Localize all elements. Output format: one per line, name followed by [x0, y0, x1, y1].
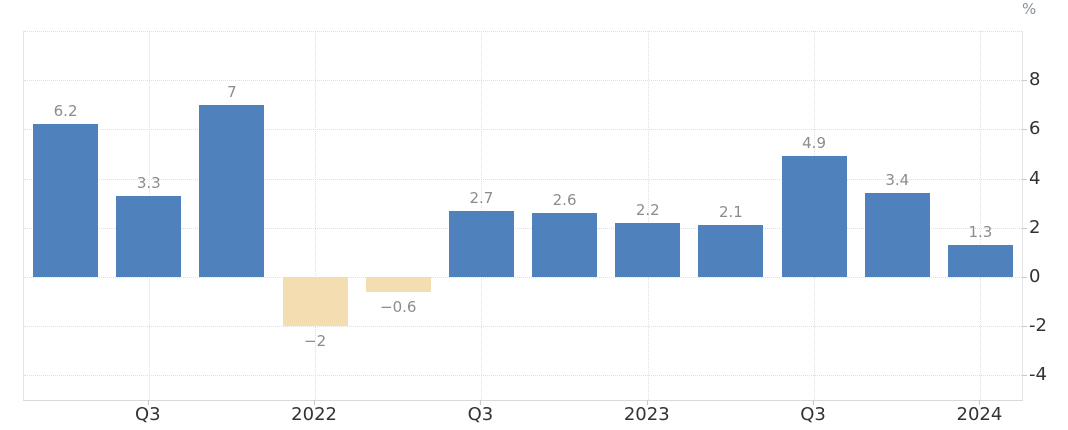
y-axis-label: 4 [1029, 167, 1041, 189]
x-axis-tick [979, 400, 981, 405]
bar[interactable] [864, 193, 930, 277]
y-axis-tick [1022, 178, 1027, 180]
horizontal-gridline [24, 80, 1022, 82]
bar[interactable] [116, 195, 182, 277]
bar[interactable] [33, 124, 99, 277]
x-axis-tick [480, 400, 482, 405]
y-axis-unit-label: % [1022, 0, 1037, 18]
x-axis-label: Q3 [800, 404, 826, 425]
horizontal-gridline [24, 375, 1022, 377]
horizontal-gridline [24, 31, 1022, 32]
bar-value-label: 7 [227, 82, 237, 101]
vertical-gridline [647, 31, 649, 400]
vertical-gridline [315, 31, 317, 400]
y-axis-tick [1022, 375, 1027, 377]
y-axis-label: 6 [1029, 118, 1041, 140]
y-axis-label: 2 [1029, 216, 1041, 238]
horizontal-gridline [24, 326, 1022, 328]
bar-value-label: 6.2 [53, 102, 78, 121]
bar[interactable] [365, 277, 431, 292]
horizontal-gridline [24, 178, 1022, 180]
bar-value-label: 3.4 [885, 171, 910, 190]
horizontal-gridline [24, 277, 1022, 278]
y-axis-tick [1022, 326, 1027, 328]
x-axis-tick [147, 400, 149, 405]
x-axis-label: Q3 [134, 404, 161, 425]
plot-area: 6.2 3.3 7 −2 −0.6 2.7 2.6 2.2 2.1 4.9 3.4 1.3 [23, 31, 1023, 401]
y-axis-label: -2 [1029, 315, 1047, 337]
y-axis-tick [1022, 277, 1027, 278]
x-axis-tick [314, 400, 316, 405]
horizontal-gridline [24, 227, 1022, 229]
y-axis-label: -4 [1029, 364, 1047, 386]
bar[interactable] [448, 210, 514, 277]
x-axis-label: Q3 [467, 404, 494, 425]
bar[interactable] [698, 225, 764, 277]
bar-value-label: 1.3 [968, 223, 993, 242]
bar[interactable] [532, 213, 598, 277]
y-axis-tick [1022, 129, 1027, 131]
bar-value-label: 2.2 [635, 200, 660, 219]
bar[interactable] [615, 222, 681, 277]
y-axis-label: 0 [1029, 266, 1041, 287]
x-axis-label: 2022 [291, 404, 337, 425]
bar[interactable] [947, 245, 1013, 277]
bar[interactable] [199, 104, 265, 277]
bar-value-label: 4.9 [802, 134, 826, 153]
bar-value-label: 2.1 [718, 203, 743, 222]
y-axis-tick [1022, 80, 1027, 82]
bar-value-label: −0.6 [380, 297, 417, 316]
y-axis-tick [1022, 227, 1027, 229]
vertical-gridline [980, 31, 982, 400]
y-axis-label: 8 [1029, 69, 1041, 91]
bar-value-label: 2.6 [552, 191, 577, 210]
bar-value-label: −2 [304, 332, 327, 351]
bar-value-label: 2.7 [469, 188, 494, 207]
bar[interactable] [282, 277, 348, 327]
x-axis-label: 2023 [623, 404, 670, 425]
bar-value-label: 3.3 [136, 173, 161, 192]
horizontal-gridline [24, 129, 1022, 131]
bar[interactable] [781, 156, 847, 277]
x-axis-label: 2024 [956, 404, 1003, 425]
x-axis-tick [813, 400, 815, 405]
x-axis-tick [646, 400, 648, 405]
